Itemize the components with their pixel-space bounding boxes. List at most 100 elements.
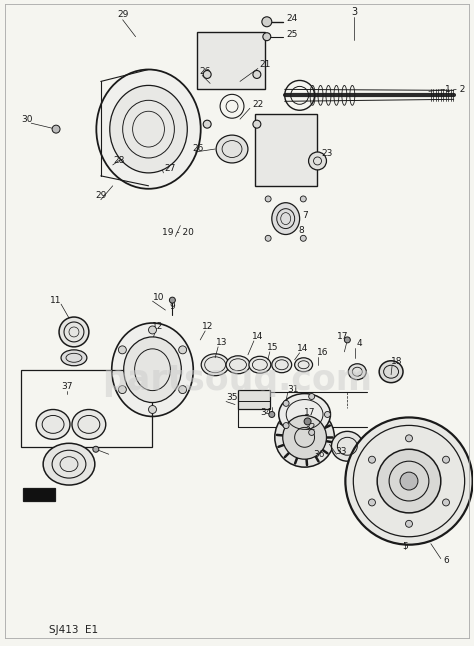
Circle shape xyxy=(179,386,187,393)
Text: 12: 12 xyxy=(152,322,163,331)
Text: 37: 37 xyxy=(61,382,73,391)
Circle shape xyxy=(275,408,335,467)
Circle shape xyxy=(405,520,412,527)
Circle shape xyxy=(265,196,271,202)
Text: 16: 16 xyxy=(317,348,328,357)
Circle shape xyxy=(309,393,315,399)
Circle shape xyxy=(179,346,187,354)
Bar xyxy=(238,390,270,410)
Circle shape xyxy=(405,435,412,442)
Ellipse shape xyxy=(112,323,193,417)
Text: 5: 5 xyxy=(402,542,408,551)
Ellipse shape xyxy=(331,432,363,461)
Circle shape xyxy=(443,456,449,463)
Ellipse shape xyxy=(226,356,250,373)
Text: 26: 26 xyxy=(200,67,211,76)
Text: partsouq.com: partsouq.com xyxy=(102,362,372,397)
Ellipse shape xyxy=(348,364,366,380)
Text: 18: 18 xyxy=(392,357,403,366)
Ellipse shape xyxy=(96,70,201,189)
Circle shape xyxy=(368,456,375,463)
Circle shape xyxy=(263,33,271,41)
Ellipse shape xyxy=(379,360,403,382)
Text: 29: 29 xyxy=(95,191,107,200)
Circle shape xyxy=(400,472,418,490)
Circle shape xyxy=(283,415,327,459)
Text: 7: 7 xyxy=(302,211,308,220)
Circle shape xyxy=(52,125,60,133)
Ellipse shape xyxy=(272,357,292,373)
Text: 21: 21 xyxy=(259,60,271,69)
Text: 26: 26 xyxy=(192,143,204,152)
Circle shape xyxy=(309,152,327,170)
Ellipse shape xyxy=(124,337,182,402)
Text: 6: 6 xyxy=(443,556,449,565)
Text: 15: 15 xyxy=(267,344,279,352)
Ellipse shape xyxy=(61,350,87,366)
Ellipse shape xyxy=(72,410,106,439)
Text: 24: 24 xyxy=(286,14,297,23)
Circle shape xyxy=(269,412,275,417)
Bar xyxy=(23,488,55,501)
Text: 27: 27 xyxy=(164,165,176,173)
Text: 35: 35 xyxy=(226,393,238,402)
Circle shape xyxy=(377,449,441,513)
Circle shape xyxy=(118,386,127,393)
Ellipse shape xyxy=(36,410,70,439)
Text: 8: 8 xyxy=(299,226,304,235)
Circle shape xyxy=(203,70,211,78)
Circle shape xyxy=(253,70,261,78)
Text: 9: 9 xyxy=(170,302,175,311)
Circle shape xyxy=(283,422,289,428)
Text: 28: 28 xyxy=(113,156,124,165)
Text: 33: 33 xyxy=(336,447,347,455)
Ellipse shape xyxy=(110,85,187,173)
Circle shape xyxy=(169,297,175,303)
Text: 17: 17 xyxy=(304,408,315,417)
Ellipse shape xyxy=(295,358,312,371)
Text: 1 - 2: 1 - 2 xyxy=(445,85,465,94)
Circle shape xyxy=(148,326,156,334)
Text: 4: 4 xyxy=(356,339,362,348)
Text: 3: 3 xyxy=(351,7,357,17)
Circle shape xyxy=(253,120,261,128)
Bar xyxy=(255,114,317,186)
Ellipse shape xyxy=(272,203,300,234)
Text: 34: 34 xyxy=(260,408,272,417)
Circle shape xyxy=(301,235,306,241)
Text: 36: 36 xyxy=(314,450,325,459)
Text: 14: 14 xyxy=(252,333,264,342)
Text: 12: 12 xyxy=(201,322,213,331)
Circle shape xyxy=(304,418,311,425)
Text: 31: 31 xyxy=(287,385,299,394)
Text: SJ413  E1: SJ413 E1 xyxy=(49,625,98,635)
Text: 22: 22 xyxy=(252,99,264,109)
Ellipse shape xyxy=(249,357,271,373)
Circle shape xyxy=(262,17,272,26)
Bar xyxy=(197,32,265,89)
Text: 10: 10 xyxy=(153,293,164,302)
Circle shape xyxy=(93,446,99,452)
Circle shape xyxy=(283,401,289,406)
Text: 25: 25 xyxy=(286,30,297,39)
Text: 32: 32 xyxy=(304,423,315,432)
Circle shape xyxy=(148,406,156,413)
Circle shape xyxy=(325,412,330,417)
Ellipse shape xyxy=(216,135,248,163)
Text: FWD: FWD xyxy=(30,490,48,499)
Text: 23: 23 xyxy=(322,149,333,158)
Ellipse shape xyxy=(59,317,89,347)
Circle shape xyxy=(443,499,449,506)
Circle shape xyxy=(346,417,473,545)
Circle shape xyxy=(265,235,271,241)
Ellipse shape xyxy=(279,393,330,435)
Circle shape xyxy=(368,499,375,506)
Circle shape xyxy=(301,196,306,202)
Ellipse shape xyxy=(43,443,95,485)
Circle shape xyxy=(118,346,127,354)
Text: 19 - 20: 19 - 20 xyxy=(163,228,194,237)
Text: 13: 13 xyxy=(216,339,228,348)
Text: 29: 29 xyxy=(117,10,128,19)
Text: 30: 30 xyxy=(21,115,33,123)
Text: 14: 14 xyxy=(297,344,308,353)
